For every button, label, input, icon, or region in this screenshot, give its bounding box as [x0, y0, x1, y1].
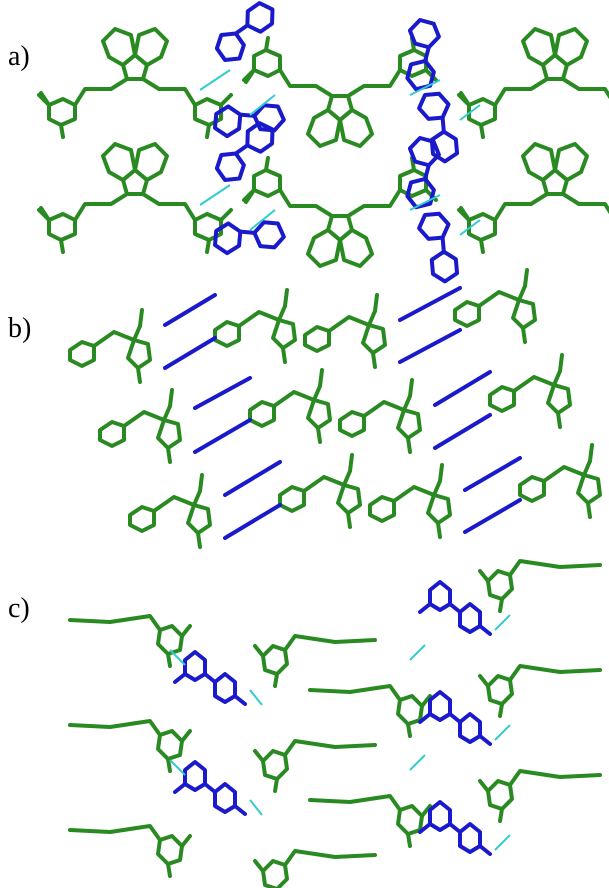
panel-label: a)	[8, 41, 30, 72]
panel-label: b)	[8, 313, 31, 344]
structure-b	[70, 270, 600, 547]
structure-a	[39, 0, 609, 285]
structure-c	[70, 561, 600, 888]
panel-label: c)	[8, 593, 30, 624]
figure: a) b) c)	[0, 0, 609, 888]
